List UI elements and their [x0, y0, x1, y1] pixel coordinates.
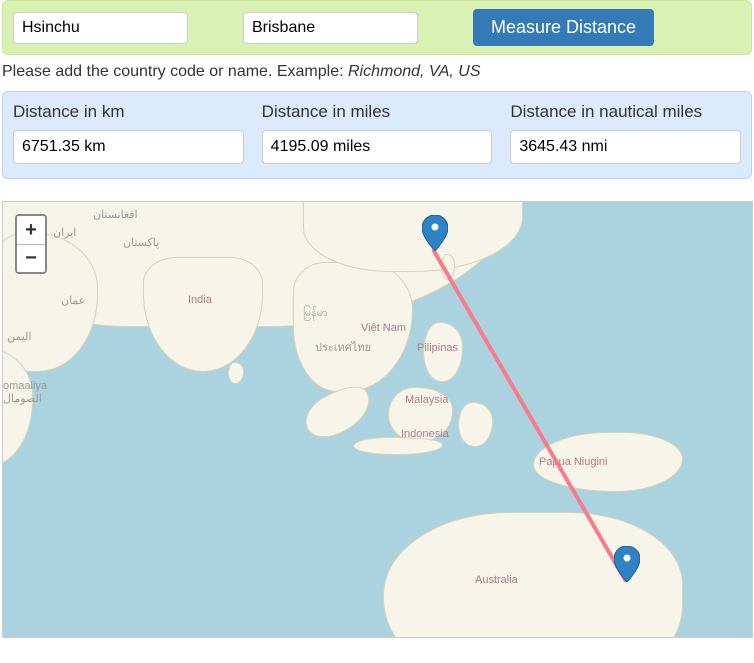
- map-label-indonesia: Indonesia: [401, 428, 449, 440]
- result-label-km: Distance in km: [13, 102, 244, 122]
- result-value-miles[interactable]: [262, 130, 493, 164]
- from-input[interactable]: [13, 12, 188, 44]
- map-label-pilipinas: Pilipinas: [417, 342, 458, 354]
- zoom-in-button[interactable]: +: [17, 216, 45, 244]
- zoom-out-button[interactable]: −: [17, 244, 45, 272]
- map-label-yemen: اليمن: [7, 330, 31, 343]
- marker-from[interactable]: [422, 215, 448, 251]
- zoom-controls: + −: [15, 214, 47, 274]
- result-col-nmi: Distance in nautical miles: [510, 102, 741, 164]
- map-label-india: India: [188, 294, 212, 306]
- hint-text: Please add the country code or name. Exa…: [2, 63, 752, 81]
- map-label-australia: Australia: [475, 574, 518, 586]
- marker-to[interactable]: [614, 546, 640, 582]
- hint-prefix: Please add the country code or name. Exa…: [2, 63, 348, 80]
- map-label-thailand: ประเทศไทย: [315, 338, 371, 356]
- measure-distance-button[interactable]: Measure Distance: [473, 9, 654, 46]
- results-panel: Distance in km Distance in miles Distanc…: [2, 91, 752, 179]
- hint-example: Richmond, VA, US: [348, 63, 481, 80]
- result-label-nmi: Distance in nautical miles: [510, 102, 741, 122]
- map-label-iran: ایران: [53, 226, 76, 239]
- map-label-somalia2: الصومال: [3, 392, 42, 405]
- input-panel: Measure Distance: [2, 0, 752, 55]
- map-label-vietnam: Việt Nam: [361, 322, 406, 334]
- to-input[interactable]: [243, 12, 418, 44]
- result-col-miles: Distance in miles: [262, 102, 493, 164]
- landmass-india: [143, 257, 263, 372]
- map-label-myanmar: မြန်မာ: [303, 306, 328, 322]
- map-label-pakistan: پاکستان: [123, 236, 159, 249]
- map-label-png: Papua Niugini: [539, 456, 608, 468]
- map-label-afghanistan: افغانستان: [93, 208, 138, 221]
- map[interactable]: + − افغانستان ایران پاکستان عمان اليمن o…: [2, 201, 753, 638]
- landmass-china: [303, 201, 523, 272]
- result-col-km: Distance in km: [13, 102, 244, 164]
- landmass-sulawesi: [458, 402, 493, 447]
- map-label-oman: عمان: [61, 294, 85, 307]
- map-label-somalia1: omaaliya: [3, 380, 47, 392]
- result-value-km[interactable]: [13, 130, 244, 164]
- map-label-malaysia: Malaysia: [405, 394, 448, 406]
- landmass-srilanka: [228, 362, 244, 384]
- result-label-miles: Distance in miles: [262, 102, 493, 122]
- result-value-nmi[interactable]: [510, 130, 741, 164]
